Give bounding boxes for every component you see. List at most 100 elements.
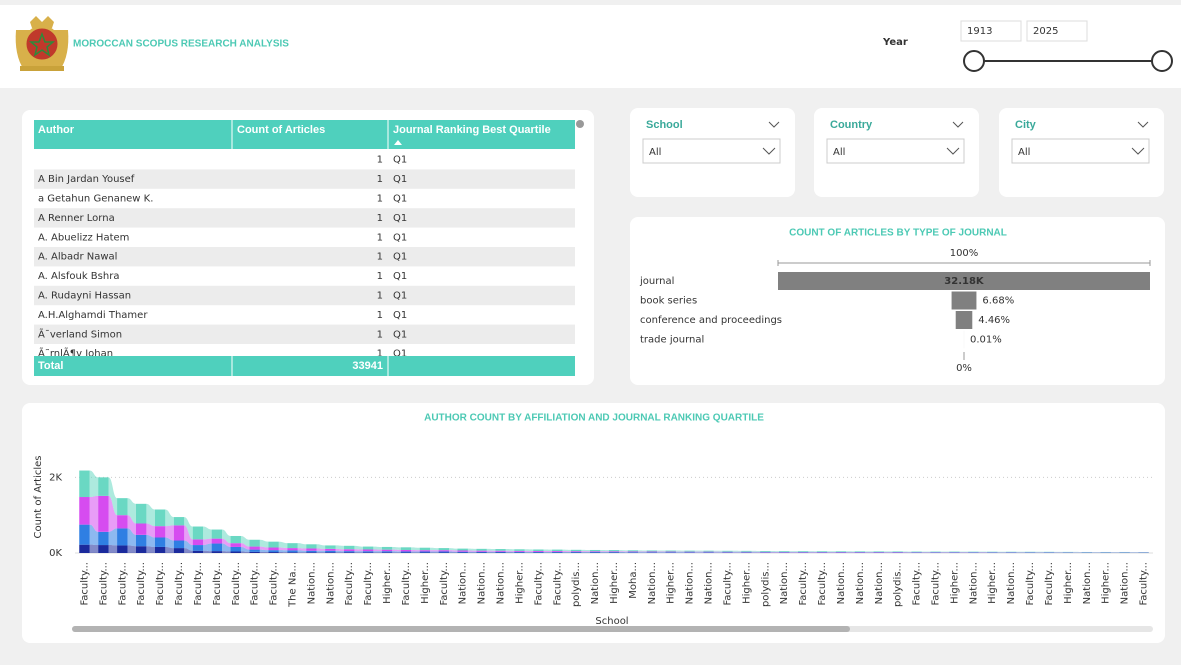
y-tick-label: 0K (49, 548, 62, 559)
ribbon (486, 548, 496, 551)
ribbon (638, 550, 647, 552)
year-end-box[interactable] (1026, 20, 1088, 42)
ribbon-bar (230, 543, 241, 547)
ribbon-panel (22, 403, 1165, 643)
ribbon (486, 550, 496, 552)
filter-label: City (1015, 119, 1037, 131)
x-tick-label: Faculty... (136, 562, 147, 606)
ribbon-bar (98, 477, 109, 496)
funnel-bar (955, 311, 973, 329)
ribbon (619, 550, 628, 552)
ribbon (108, 495, 118, 532)
sort-arrow (394, 140, 402, 145)
ribbon (108, 545, 118, 553)
ribbon (127, 545, 136, 553)
ribbon-bar (457, 548, 468, 551)
filter-dropdown[interactable] (1011, 138, 1150, 164)
ribbon-bar (457, 551, 468, 553)
ribbon (600, 552, 609, 553)
scroll-thumb[interactable] (72, 626, 850, 632)
x-tick-label: Nation... (325, 562, 336, 604)
filter-dropdown[interactable] (826, 138, 965, 164)
ribbon (316, 550, 326, 553)
ribbon (448, 550, 458, 552)
ribbon (297, 552, 307, 553)
ribbon-bar (589, 552, 601, 553)
ribbon (751, 552, 761, 553)
funnel-category: trade journal (640, 335, 704, 346)
ribbon (921, 551, 931, 553)
ribbon (373, 549, 382, 552)
ribbon-bar (533, 550, 544, 552)
ribbon (430, 550, 439, 552)
ribbon-bar (154, 546, 166, 553)
ribbon-bar (362, 546, 374, 550)
x-tick-label: Faculty... (912, 562, 923, 606)
ribbon-bar (381, 549, 393, 552)
year-handle-start[interactable] (963, 50, 985, 72)
ribbon-bar (665, 552, 676, 553)
ribbon (448, 551, 458, 553)
total-row (34, 356, 575, 376)
ribbon-bar (608, 551, 620, 553)
quartile-cell: Q1 (393, 310, 407, 321)
col-header[interactable]: Journal Ranking Best Quartile (393, 124, 551, 136)
ribbon (259, 546, 269, 551)
ribbon (146, 534, 155, 547)
filter-dropdown[interactable] (642, 138, 781, 164)
ribbon-bar (400, 549, 412, 552)
ribbon-bar (268, 547, 279, 551)
ribbon (240, 551, 250, 553)
x-tick-label: Nation... (779, 562, 790, 604)
ribbon (827, 551, 836, 552)
ribbon-bar (211, 551, 223, 553)
count-cell: 1 (377, 213, 383, 224)
author-cell: a Getahun Genanew K. (38, 194, 153, 205)
x-tick-label: Faculty... (533, 562, 544, 606)
ribbon (240, 546, 250, 552)
x-tick-label: Faculty... (117, 562, 128, 606)
ribbon-bar (344, 549, 355, 552)
x-tick-label: Nation... (647, 562, 658, 604)
ribbon (222, 538, 231, 547)
ribbon (732, 550, 742, 552)
ribbon-bar (325, 548, 336, 551)
ribbon (392, 549, 401, 552)
ribbon-bar (381, 551, 393, 553)
ribbon-bar (154, 509, 166, 527)
ribbon-bar (779, 551, 790, 552)
ribbon (127, 498, 136, 524)
ribbon-bar (306, 548, 317, 551)
ribbon-bar (476, 551, 487, 553)
ribbon (600, 549, 609, 552)
ribbon-bar (230, 551, 241, 553)
ribbon (146, 546, 155, 553)
y-tick-label: 2K (49, 472, 62, 483)
ribbon-bar (438, 551, 449, 553)
x-tick-label: Faculty... (250, 562, 261, 606)
x-tick-label: Faculty... (269, 562, 280, 606)
ribbon-bar (570, 549, 582, 552)
col-header[interactable]: Author (38, 124, 75, 136)
dropdown-chevron (946, 147, 960, 155)
year-handle-end[interactable] (1151, 50, 1173, 72)
ribbon-title: AUTHOR COUNT BY AFFILIATION AND JOURNAL … (424, 413, 764, 424)
ribbon-bar (457, 550, 468, 552)
x-tick-label: Higher... (382, 562, 393, 604)
ribbon-bar (211, 538, 223, 544)
col-header[interactable]: Count of Articles (237, 124, 325, 136)
funnel-category: book series (640, 296, 697, 307)
ribbon-bar (249, 539, 260, 547)
ribbon-bar (192, 539, 204, 546)
ribbon-bar (173, 525, 185, 541)
ribbon (335, 545, 345, 550)
ribbon-bar (495, 550, 506, 552)
year-start-box[interactable] (960, 20, 1022, 42)
x-tick-label: The Na... (287, 562, 298, 608)
ribbon-bar (438, 548, 449, 551)
ribbon-bar (117, 528, 128, 546)
x-tick-label: Faculty... (817, 562, 828, 606)
x-tick-label: Nation... (855, 562, 866, 604)
x-tick-label: Faculty... (722, 562, 733, 606)
ribbon-bar (533, 551, 544, 553)
